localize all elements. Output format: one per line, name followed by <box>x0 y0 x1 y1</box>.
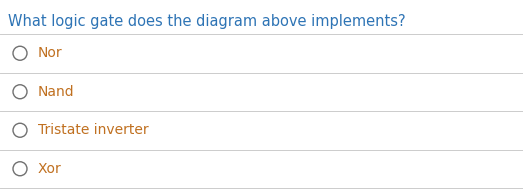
Text: What logic gate does the diagram above implements?: What logic gate does the diagram above i… <box>8 14 406 29</box>
Text: Nor: Nor <box>38 46 63 60</box>
Text: Nand: Nand <box>38 85 75 99</box>
Text: Tristate inverter: Tristate inverter <box>38 123 149 137</box>
Text: Xor: Xor <box>38 162 62 176</box>
